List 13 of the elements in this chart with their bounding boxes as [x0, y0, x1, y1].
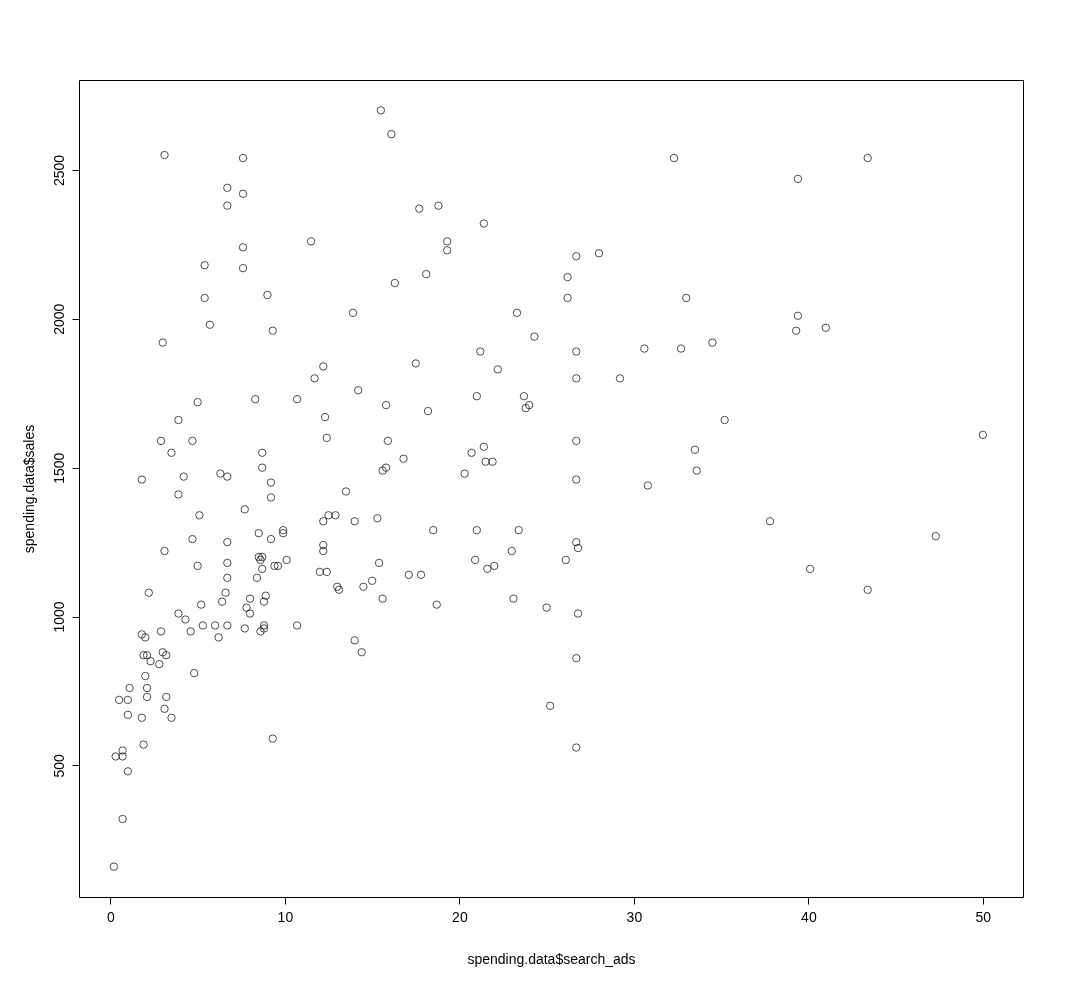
- y-tick-label: 1500: [50, 452, 67, 484]
- x-tick-label: 10: [277, 908, 294, 925]
- y-axis-title: spending.data$sales: [20, 424, 37, 554]
- y-tick-label: 2500: [50, 154, 67, 186]
- x-tick-label: 50: [975, 908, 992, 925]
- x-tick-label: 0: [107, 908, 116, 925]
- x-tick-label: 40: [801, 908, 817, 925]
- y-tick-label: 1000: [50, 601, 67, 633]
- x-tick-label: 30: [626, 908, 643, 925]
- x-tick-label: 20: [452, 908, 468, 925]
- y-tick-label: 2000: [50, 303, 67, 335]
- y-tick-label: 500: [50, 754, 67, 778]
- x-axis-title: spending.data$search_ads: [467, 950, 636, 967]
